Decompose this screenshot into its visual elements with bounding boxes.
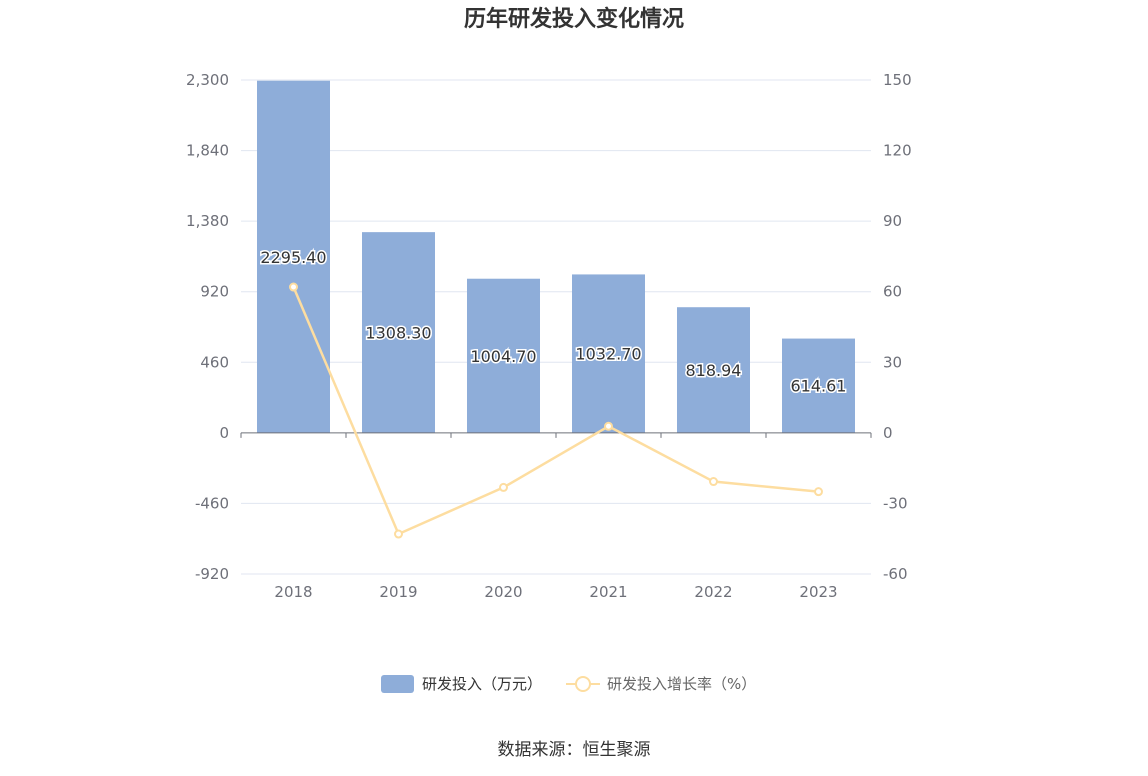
x-tick-label: 2018 bbox=[274, 583, 312, 601]
source-text: 数据来源：恒生聚源 bbox=[498, 740, 651, 760]
left-tick-label: 1,840 bbox=[186, 142, 229, 160]
x-tick-label: 2020 bbox=[484, 583, 522, 601]
bar-data-label: 1032.70 bbox=[575, 345, 641, 364]
bar-data-label: 2295.40 bbox=[260, 248, 326, 267]
x-tick-label: 2022 bbox=[694, 583, 732, 601]
bar bbox=[677, 307, 750, 433]
right-tick-label: 150 bbox=[883, 71, 912, 89]
growth-point bbox=[709, 477, 718, 487]
right-tick-label: 120 bbox=[883, 142, 912, 160]
x-tick-label: 2019 bbox=[379, 583, 417, 601]
right-tick-label: 30 bbox=[883, 353, 902, 371]
bar-series bbox=[257, 80, 855, 433]
x-tick-label: 2023 bbox=[799, 583, 837, 601]
growth-point bbox=[394, 529, 403, 539]
legend: 研发投入（万元） 研发投入增长率（%） bbox=[381, 675, 756, 693]
left-tick-label: 0 bbox=[219, 424, 229, 442]
right-tick-label: 60 bbox=[883, 283, 902, 301]
legend-item-bar[interactable]: 研发投入（万元） bbox=[381, 675, 542, 693]
left-tick-label: 2,300 bbox=[186, 71, 229, 89]
left-tick-label: 1,380 bbox=[186, 212, 229, 230]
left-tick-label: -460 bbox=[195, 494, 229, 512]
growth-point bbox=[499, 482, 508, 492]
bar-data-label: 1004.70 bbox=[470, 347, 536, 366]
x-tick-label: 2021 bbox=[589, 583, 627, 601]
legend-line-label: 研发投入增长率（%） bbox=[607, 675, 756, 693]
bar bbox=[362, 232, 435, 433]
right-tick-label: 90 bbox=[883, 212, 902, 230]
bar bbox=[257, 80, 330, 433]
chart-title: 历年研发投入变化情况 bbox=[464, 6, 684, 32]
left-tick-label: -920 bbox=[195, 565, 229, 583]
bar bbox=[572, 274, 645, 433]
bar bbox=[782, 338, 855, 433]
right-tick-label: -30 bbox=[883, 494, 908, 512]
legend-bar-label: 研发投入（万元） bbox=[422, 675, 542, 693]
legend-item-line[interactable]: 研发投入增长率（%） bbox=[566, 675, 756, 693]
right-tick-label: -60 bbox=[883, 565, 908, 583]
right-tick-label: 0 bbox=[883, 424, 893, 442]
line-series bbox=[289, 282, 823, 539]
bar-data-label: 1308.30 bbox=[365, 323, 431, 342]
data-labels: 2295.40 1308.30 1004.70 1032.70 818.94 614.61 bbox=[259, 246, 848, 397]
bar-data-label: 818.94 bbox=[686, 361, 742, 380]
growth-point bbox=[289, 282, 298, 292]
left-axis: 2,300 1,840 1,380 920 460 0 -460 -920 bbox=[186, 71, 229, 583]
right-axis: 150 120 90 60 30 0 -30 -60 bbox=[883, 71, 912, 583]
legend-bar-swatch bbox=[381, 675, 414, 693]
growth-point bbox=[604, 421, 613, 431]
growth-line bbox=[292, 286, 819, 536]
growth-point bbox=[814, 487, 823, 497]
left-tick-label: 460 bbox=[200, 353, 229, 371]
x-axis: 2018 2019 2020 2021 2022 2023 bbox=[240, 432, 872, 601]
left-tick-label: 920 bbox=[200, 283, 229, 301]
grid-lines bbox=[241, 79, 871, 575]
bar-data-label: 614.61 bbox=[791, 377, 847, 396]
bar bbox=[467, 278, 540, 433]
legend-line-marker bbox=[575, 676, 591, 692]
